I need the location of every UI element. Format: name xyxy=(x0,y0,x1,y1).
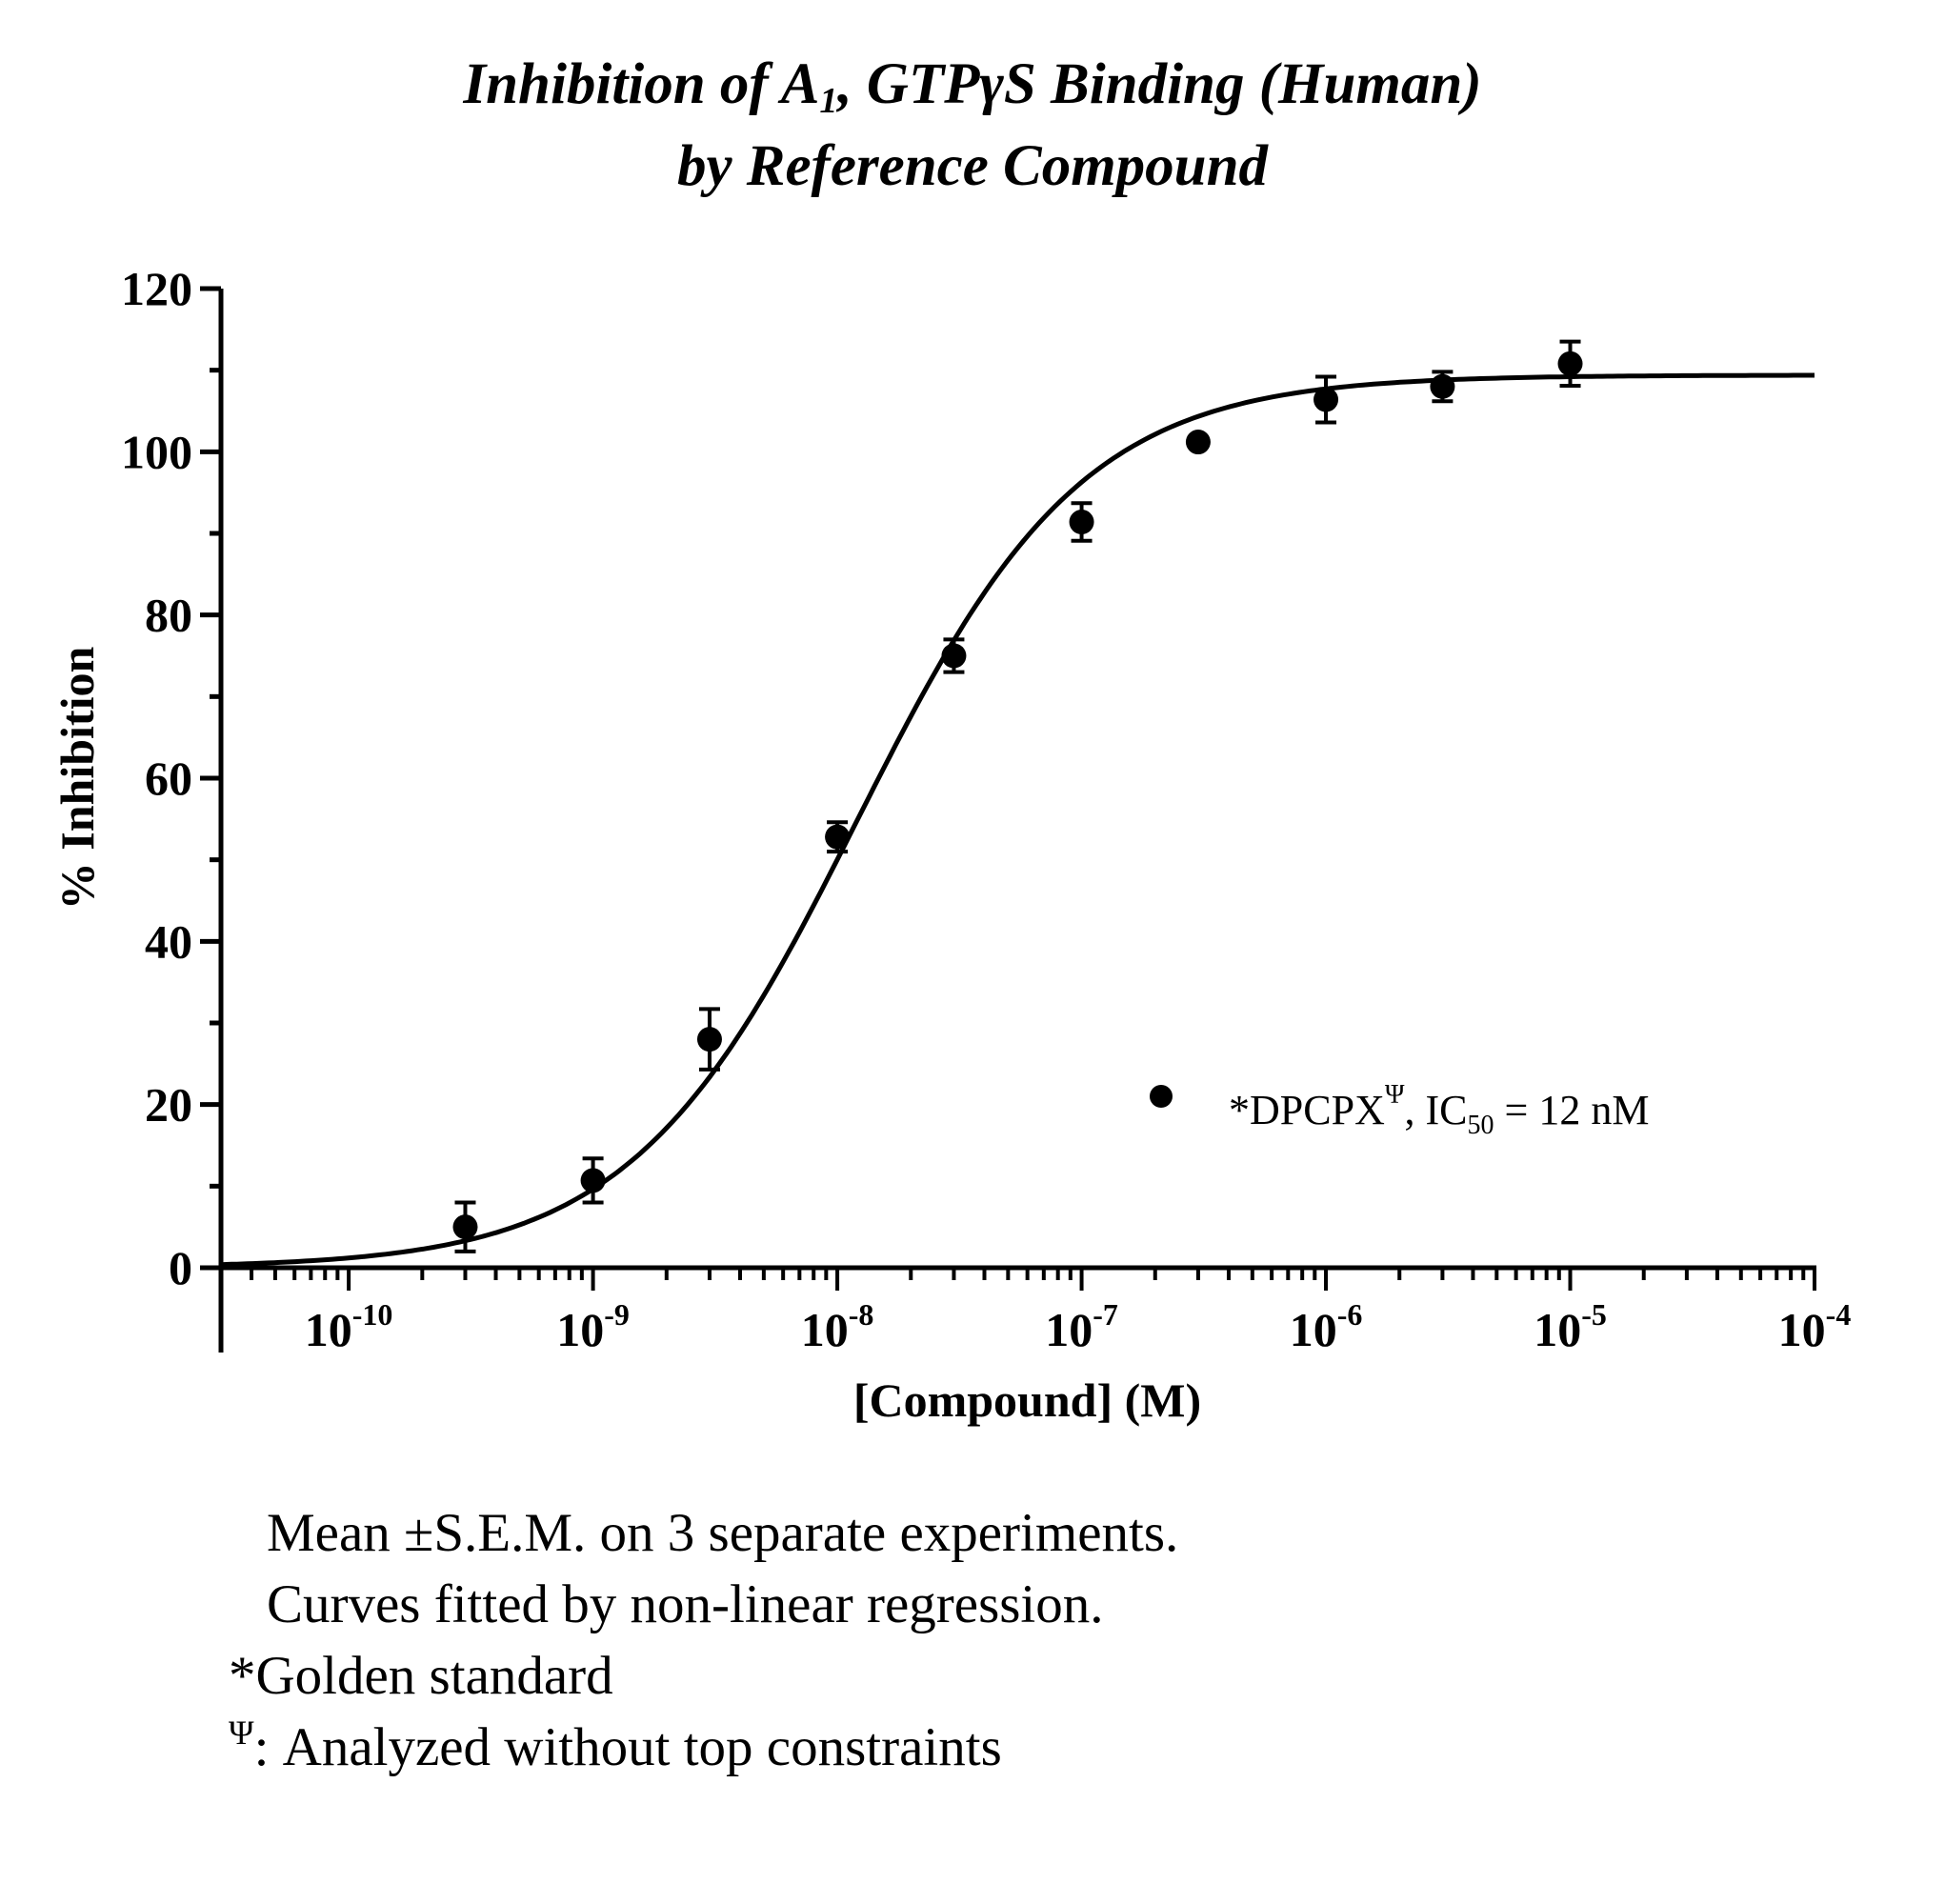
x-axis-label: [Compound] (M) xyxy=(853,1373,1201,1427)
axes xyxy=(218,289,1816,1353)
legend-marker xyxy=(1150,1085,1173,1108)
data-points xyxy=(452,339,1583,1253)
data-point xyxy=(1557,339,1583,388)
data-point xyxy=(1185,430,1211,455)
x-tick-label: 10-5 xyxy=(1534,1297,1607,1356)
data-point xyxy=(452,1200,478,1253)
data-point xyxy=(941,637,967,674)
figure-notes: Mean ±S.E.M. on 3 separate experiments. … xyxy=(229,1497,1178,1783)
note-psi-symbol: Ψ xyxy=(229,1714,254,1752)
data-point xyxy=(1069,501,1094,543)
fit-curve xyxy=(220,372,1815,1268)
y-axis-label: % Inhibition xyxy=(50,647,104,911)
title-subscript: 1 xyxy=(819,81,838,121)
data-marker xyxy=(1313,387,1339,412)
data-point xyxy=(696,1007,722,1072)
data-marker xyxy=(1430,373,1455,399)
x-tick-label: 10-10 xyxy=(305,1297,393,1356)
y-tick-label: 100 xyxy=(121,425,192,478)
data-marker xyxy=(452,1214,478,1240)
data-marker xyxy=(941,643,967,669)
x-tick-label: 10-8 xyxy=(801,1297,874,1356)
legend: *DPCPXΨ, IC50 = 12 nM xyxy=(1150,1080,1649,1140)
data-marker xyxy=(696,1027,722,1052)
x-tick-label: 10-4 xyxy=(1778,1297,1852,1356)
y-tick-label: 20 xyxy=(145,1078,192,1132)
data-marker xyxy=(1069,510,1094,535)
title-text-prefix: Inhibition of A xyxy=(463,52,820,116)
y-tick-label: 40 xyxy=(145,914,192,968)
note-psi: Ψ: Analyzed without top constraints xyxy=(229,1712,1178,1783)
data-point xyxy=(1313,374,1339,425)
data-marker xyxy=(1185,430,1211,455)
chart-title-line2: by Reference Compound xyxy=(676,134,1269,198)
data-marker xyxy=(580,1168,606,1193)
chart-title: Inhibition of A1, GTPγS Binding (Human) … xyxy=(0,44,1945,208)
chart-title-line1: Inhibition of A1, GTPγS Binding (Human) xyxy=(0,44,1945,126)
x-tick-label: 10-9 xyxy=(556,1297,630,1356)
data-marker xyxy=(1557,351,1583,376)
note-mean-sem: Mean ±S.E.M. on 3 separate experiments. xyxy=(267,1503,1179,1563)
x-tick-label: 10-6 xyxy=(1290,1297,1363,1356)
note-curve-fit: Curves fitted by non-linear regression. xyxy=(267,1574,1104,1634)
y-tick-label: 120 xyxy=(121,262,192,315)
data-point xyxy=(1430,370,1455,404)
y-axis-ticks: 0 20 40 60 80 100 120 xyxy=(121,262,221,1294)
title-text-suffix: , GTPγS Binding (Human) xyxy=(837,52,1482,116)
data-marker xyxy=(825,824,851,850)
x-axis-ticks: 10-10 10-9 10-8 10-7 10-6 10-5 10-4 xyxy=(219,1268,1852,1356)
legend-label: *DPCPXΨ, IC50 = 12 nM xyxy=(1229,1080,1649,1140)
y-tick-label: 60 xyxy=(145,752,192,805)
y-tick-label: 80 xyxy=(145,589,192,642)
data-point xyxy=(580,1156,606,1205)
data-point xyxy=(825,820,851,854)
note-psi-text: : Analyzed without top constraints xyxy=(253,1717,1002,1777)
x-tick-label: 10-7 xyxy=(1045,1297,1118,1356)
note-golden-standard: *Golden standard xyxy=(229,1646,613,1706)
y-tick-label: 0 xyxy=(169,1241,192,1294)
